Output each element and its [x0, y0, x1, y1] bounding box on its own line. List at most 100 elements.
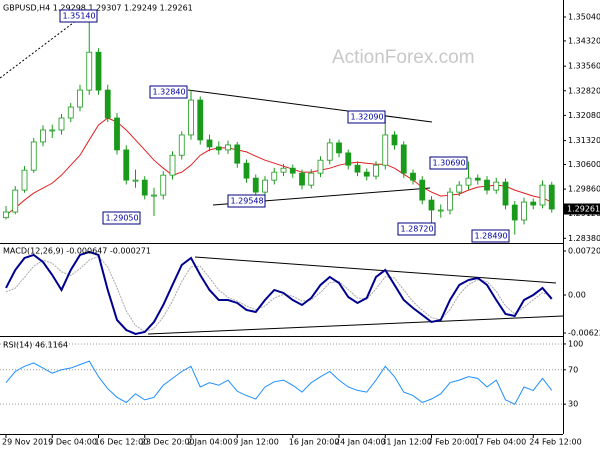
candle-body	[548, 184, 555, 210]
candle-body	[456, 184, 463, 193]
candle-body	[104, 89, 111, 119]
candle-body	[326, 142, 333, 161]
candle-body	[539, 184, 546, 206]
indicator-title: RSI(14) 46.1164	[3, 341, 68, 350]
x-tick-label: 2 Jan 04:00	[187, 438, 233, 447]
last-price-label: 1.29261	[567, 205, 600, 214]
annotation: 1.29548	[231, 197, 264, 206]
y-tick-label: 30	[568, 400, 578, 409]
y-tick-label: -0.006229	[568, 329, 600, 338]
trend-line	[147, 315, 564, 335]
candle-body	[493, 181, 500, 191]
candle-body	[373, 164, 379, 177]
watermark: ActionForex.com	[332, 47, 475, 68]
annotation: 1.32840	[153, 88, 186, 97]
candle-body	[151, 194, 157, 197]
annotation: 1.28490	[475, 232, 508, 241]
marks	[0, 13, 563, 405]
candle-body	[289, 167, 296, 174]
annotation: 1.30690	[433, 159, 466, 168]
annotation: 1.35140	[63, 12, 96, 21]
candle-body	[521, 201, 527, 221]
y-tick-label: 0.00	[568, 290, 586, 299]
candle-body	[114, 117, 120, 151]
signal-line	[5, 255, 552, 333]
annotation: 1.32090	[351, 113, 384, 122]
trend-line	[0, 13, 86, 79]
chart-title: GBPUSD,H4 1.29298 1.29307 1.29249 1.2926…	[3, 4, 193, 13]
candle-body	[511, 204, 518, 221]
candle-body	[123, 149, 130, 181]
last-price-box	[564, 203, 600, 215]
x-tick-label: 24 Jan 04:00	[335, 438, 386, 447]
y-tick-label: 1.32820	[568, 86, 600, 95]
x-tick-label: 16 Jan 20:00	[289, 438, 340, 447]
candle-body	[280, 167, 287, 173]
annotation-box	[102, 211, 141, 225]
candle-body	[160, 174, 167, 196]
candle-body	[77, 89, 83, 108]
macd-line	[5, 250, 553, 336]
candle-body	[474, 177, 481, 181]
candle-body	[484, 179, 490, 191]
candle-body	[308, 172, 315, 186]
candle-body	[21, 169, 28, 191]
annotation: 1.29050	[106, 214, 139, 223]
y-tick-label: 1.32080	[568, 111, 600, 120]
annotation-box	[429, 156, 468, 170]
candle-body	[12, 189, 19, 213]
x-tick-label: 16 Dec 12:00	[95, 438, 149, 447]
y-tick-label: 1.30600	[568, 160, 600, 169]
candle-body	[178, 134, 185, 156]
trend-line	[194, 256, 557, 284]
candle-body	[345, 152, 352, 166]
candle-body	[30, 141, 37, 171]
candle-body	[262, 179, 268, 193]
y-tick-label: 1.31320	[568, 136, 600, 145]
candle-body	[3, 211, 9, 219]
candle-body	[465, 177, 472, 186]
annotation-box	[397, 222, 436, 236]
moving-average	[5, 117, 552, 216]
candle-body	[40, 129, 46, 143]
indicator-title: MACD(12,26,9) -0.000647 -0.000271	[3, 247, 151, 256]
candle-body	[243, 162, 250, 179]
candle-body	[317, 159, 324, 174]
annotation-box	[471, 229, 510, 243]
x-tick-label: 17 Feb 04:00	[474, 438, 526, 447]
y-tick-label: 70	[568, 365, 578, 374]
candle-body	[58, 117, 65, 131]
x-tick-label: 24 Feb 12:00	[529, 438, 581, 447]
candle-body	[67, 106, 74, 119]
candle-body	[299, 172, 305, 186]
x-tick-label: 31 Jan 12:00	[381, 438, 432, 447]
candle-body	[252, 177, 259, 193]
y-tick-label: 100	[568, 339, 583, 348]
x-tick-label: 29 Nov 2019	[2, 438, 53, 447]
y-tick-label: 1.33560	[568, 62, 600, 71]
annotation: 1.28720	[401, 225, 434, 234]
y-tick-label: 1.34320	[568, 36, 600, 45]
candle-body	[391, 134, 398, 146]
annotation-box	[347, 110, 386, 124]
candle-body	[197, 99, 204, 141]
annotation-box	[227, 194, 266, 208]
candle-body	[530, 201, 537, 206]
rsi-line	[5, 360, 553, 405]
annotation-box	[59, 9, 98, 23]
y-tick-label: 1.35040	[568, 13, 600, 22]
candle-body	[400, 144, 407, 174]
candle-body	[215, 146, 222, 151]
candle-body	[363, 171, 370, 177]
x-tick-label: 23 Dec 20:00	[141, 438, 195, 447]
candle-body	[419, 179, 426, 201]
y-tick-label: 1.29860	[568, 185, 600, 194]
candle-body	[437, 209, 444, 212]
candle-body	[428, 199, 435, 211]
candle-body	[49, 129, 56, 132]
candle-body	[188, 99, 194, 136]
candle-body	[410, 172, 416, 181]
candle-body	[206, 139, 213, 148]
candle-body	[141, 179, 148, 196]
